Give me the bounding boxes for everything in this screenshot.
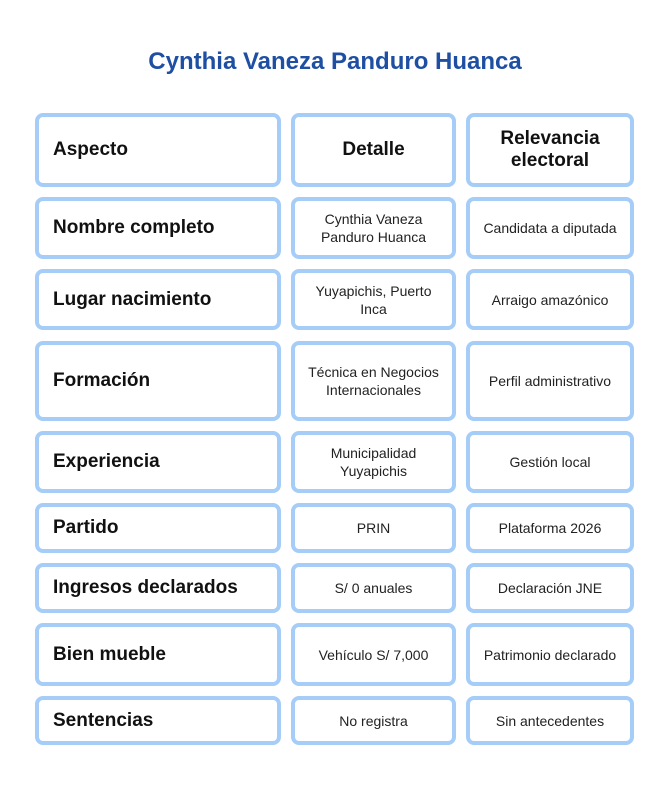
cell-detail: Municipalidad Yuyapichis [291,431,456,493]
cell-text: Patrimonio declarado [483,646,617,663]
cell-relevance: Gestión local [466,431,634,493]
header-label: Aspecto [53,139,128,160]
cell-detail: Cynthia Vaneza Panduro Huanca [291,197,456,259]
cell-detail: Yuyapichis, Puerto Inca [291,269,456,330]
cell-relevance: Patrimonio declarado [466,623,634,686]
cell-aspect: Bien mueble [35,623,281,686]
cell-detail: PRIN [291,503,456,553]
cell-text: Lugar nacimiento [53,288,212,310]
cell-detail: Técnica en Negocios Internacionales [291,341,456,421]
cell-relevance: Plataforma 2026 [466,503,634,553]
cell-text: Ingresos declarados [53,577,238,598]
cell-text: Plataforma 2026 [498,520,602,536]
header-detail: Detalle [291,113,456,187]
header-label: Relevancia electoral [500,128,600,171]
cell-relevance: Arraigo amazónico [466,269,634,330]
cell-detail: Vehículo S/ 7,000 [291,623,456,686]
cell-text: Nombre completo [53,217,215,238]
cell-text: Partido [53,517,119,538]
cell-aspect: Partido [35,503,281,553]
cell-text: Candidata a diputada [483,220,617,236]
cell-aspect: Formación [35,341,281,421]
cell-aspect: Experiencia [35,431,281,493]
cell-text: Formación [53,370,151,391]
cell-aspect: Nombre completo [35,197,281,259]
cell-text: Municipalidad Yuyapichis [330,445,417,479]
cell-aspect: Sentencias [35,696,281,745]
header-label: Detalle [342,139,405,160]
cell-text: Vehículo S/ 7,000 [318,646,429,663]
cell-text: PRIN [356,520,391,536]
header-aspect: Aspecto [35,113,281,187]
cell-relevance: Sin antecedentes [466,696,634,745]
cell-text: Experiencia [53,451,160,472]
cell-text: Sentencias [53,709,154,731]
cell-relevance: Declaración JNE [466,563,634,613]
cell-text: Gestión local [509,454,591,470]
cell-detail: No registra [291,696,456,745]
cell-text: Cynthia Vaneza Panduro Huanca [320,211,427,245]
cell-text: No registra [339,712,408,729]
cell-text: Sin antecedentes [495,712,605,729]
cell-text: S/ 0 anuales [334,580,413,596]
cell-relevance: Candidata a diputada [466,197,634,259]
cell-relevance: Perfil administrativo [466,341,634,421]
cell-text: Yuyapichis, Puerto Inca [315,282,432,317]
cell-text: Perfil administrativo [488,373,612,389]
cell-text: Declaración JNE [497,580,603,596]
header-relevance: Relevancia electoral [466,113,634,187]
cell-text: Técnica en Negocios Internacionales [308,364,439,398]
cell-text: Bien mueble [53,643,166,665]
page-title: Cynthia Vaneza Panduro Huanca [148,48,522,75]
cell-detail: S/ 0 anuales [291,563,456,613]
cell-aspect: Lugar nacimiento [35,269,281,330]
cell-text: Arraigo amazónico [491,291,609,308]
cell-aspect: Ingresos declarados [35,563,281,613]
